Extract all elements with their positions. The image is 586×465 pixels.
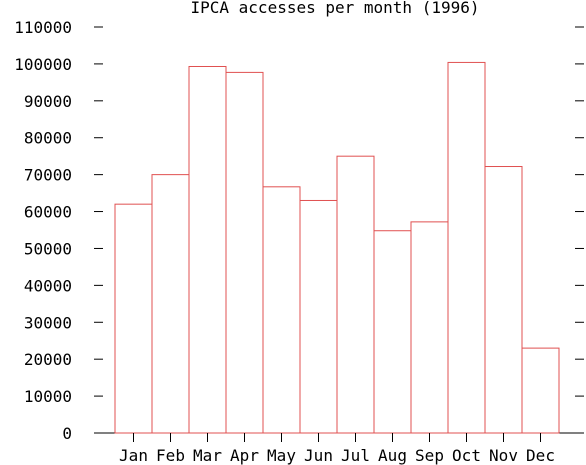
y-tick-label-10: 100000 bbox=[14, 55, 72, 74]
y-tick-label-1: 10000 bbox=[24, 387, 72, 406]
bar-apr bbox=[225, 71, 264, 434]
chart-title: IPCA accesses per month (1996) bbox=[191, 0, 480, 17]
y-tick-label-0: 0 bbox=[62, 424, 72, 443]
x-tick-label-sep: Sep bbox=[415, 446, 444, 465]
y-tick-label-8: 80000 bbox=[24, 129, 72, 148]
x-tick-label-aug: Aug bbox=[378, 446, 407, 465]
x-tick-label-jun: Jun bbox=[304, 446, 333, 465]
bars bbox=[114, 61, 560, 434]
x-axis-ticks: Jan Feb Mar Apr May Jun Jul Aug Sep Oct Nov Dec bbox=[119, 433, 555, 465]
bar-dec bbox=[521, 347, 560, 434]
x-tick-label-mar: Mar bbox=[193, 446, 222, 465]
y-tick-label-11: 110000 bbox=[14, 18, 72, 37]
bar-feb bbox=[151, 174, 190, 434]
x-tick-label-may: May bbox=[267, 446, 296, 465]
bar-jun bbox=[299, 199, 338, 434]
y-tick-label-3: 30000 bbox=[24, 313, 72, 332]
x-tick-label-apr: Apr bbox=[230, 446, 259, 465]
bar-mar bbox=[188, 65, 227, 434]
y-tick-label-2: 20000 bbox=[24, 350, 72, 369]
y-tick-label-6: 60000 bbox=[24, 203, 72, 222]
bar-jul bbox=[336, 155, 375, 434]
bar-sep bbox=[410, 221, 449, 434]
y-axis-ticks: 0 10000 20000 30000 40000 50000 60000 70000 8000… bbox=[14, 18, 584, 443]
bar-jan bbox=[114, 203, 153, 434]
x-tick-label-dec: Dec bbox=[526, 446, 555, 465]
bar-aug bbox=[373, 230, 412, 434]
y-tick-label-5: 50000 bbox=[24, 239, 72, 258]
bar-may bbox=[262, 186, 301, 434]
x-tick-label-jan: Jan bbox=[119, 446, 148, 465]
bar-nov bbox=[484, 166, 523, 434]
x-tick-label-jul: Jul bbox=[341, 446, 370, 465]
y-tick-label-4: 40000 bbox=[24, 276, 72, 295]
y-tick-label-7: 70000 bbox=[24, 166, 72, 185]
bar-oct bbox=[447, 61, 486, 434]
x-tick-label-oct: Oct bbox=[452, 446, 481, 465]
y-tick-label-9: 90000 bbox=[24, 92, 72, 111]
x-tick-label-nov: Nov bbox=[489, 446, 518, 465]
x-tick-label-feb: Feb bbox=[156, 446, 185, 465]
